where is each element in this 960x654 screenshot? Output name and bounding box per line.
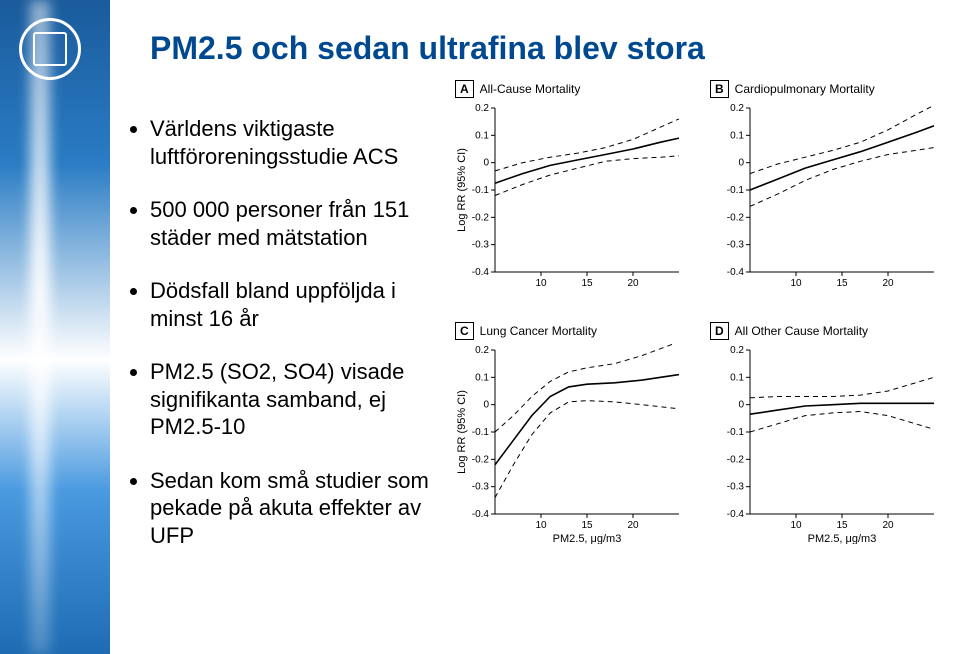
chart-svg: -0.4 -0.3 -0.2 -0.1 0 0.1 0.2 10 15 20 Log RR (95%… [455,102,685,302]
chart-panel: BCardiopulmonary Mortality-0.4-0.3-0.2-0… [710,80,945,302]
svg-text:20: 20 [627,520,639,531]
svg-text:15: 15 [581,520,593,531]
chart-panel: CLung Cancer Mortality -0.4 -0.3 -0.2 -0.1 0 0… [455,322,690,544]
svg-text:-0.3: -0.3 [472,482,490,493]
svg-text:-0.2: -0.2 [472,212,490,223]
bullet-item: Sedan kom små studier som pekade på akut… [150,467,440,550]
svg-text:Log RR (95% CI): Log RR (95% CI) [456,148,468,232]
university-logo [14,18,86,80]
svg-text:0.1: 0.1 [730,130,744,141]
chart-grid: AAll-Cause Mortality -0.4 -0.3 -0.2 -0.1 0 0.1… [455,80,945,544]
svg-text:-0.1: -0.1 [472,427,490,438]
bullet-item: Dödsfall bland uppföljda i minst 16 år [150,277,440,332]
bullet-list: Världens viktigaste luftföroreningsstudi… [130,115,440,575]
svg-text:0: 0 [483,400,489,411]
svg-text:20: 20 [627,278,639,289]
svg-text:-0.3: -0.3 [727,240,745,251]
panel-label: BCardiopulmonary Mortality [710,80,945,98]
svg-text:15: 15 [836,520,848,531]
svg-text:20: 20 [882,278,894,289]
panel-label: DAll Other Cause Mortality [710,322,945,340]
svg-text:-0.1: -0.1 [472,185,490,196]
svg-text:-0.4: -0.4 [472,509,490,520]
slide-title: PM2.5 och sedan ultrafina blev stora [150,30,705,67]
logo-ring [19,18,81,80]
svg-text:10: 10 [535,278,547,289]
svg-text:-0.4: -0.4 [727,267,745,278]
svg-text:0.2: 0.2 [475,345,489,356]
svg-text:0.2: 0.2 [475,103,489,114]
svg-text:-0.2: -0.2 [727,212,745,223]
svg-text:20: 20 [882,520,894,531]
svg-text:-0.2: -0.2 [472,454,490,465]
chart-svg: -0.4 -0.3 -0.2 -0.1 0 0.1 0.2 10 15 20 PM2.5, μg/m… [710,344,940,544]
panel-label: AAll-Cause Mortality [455,80,690,98]
svg-text:-0.2: -0.2 [727,454,745,465]
svg-text:15: 15 [581,278,593,289]
chart-panel: AAll-Cause Mortality -0.4 -0.3 -0.2 -0.1 0 0.1… [455,80,690,302]
chart-panel: DAll Other Cause Mortality-0.4-0.3-0.2-0… [710,322,945,544]
panel-label: CLung Cancer Mortality [455,322,690,340]
svg-text:10: 10 [790,278,802,289]
svg-text:0.1: 0.1 [475,130,489,141]
svg-text:0.2: 0.2 [730,103,744,114]
svg-text:0.1: 0.1 [730,372,744,383]
sidebar-gradient [0,0,110,654]
svg-text:10: 10 [535,520,547,531]
svg-text:0: 0 [738,158,744,169]
svg-text:0.1: 0.1 [475,372,489,383]
svg-text:PM2.5, μg/m3: PM2.5, μg/m3 [808,533,877,544]
svg-text:10: 10 [790,520,802,531]
svg-text:-0.3: -0.3 [472,240,490,251]
svg-text:PM2.5, μg/m3: PM2.5, μg/m3 [553,533,622,544]
svg-text:-0.1: -0.1 [727,185,745,196]
chart-svg: -0.4 -0.3 -0.2 -0.1 0 0.1 0.2 10 15 20 Log RR (95%… [455,344,685,544]
svg-text:0: 0 [483,158,489,169]
svg-text:-0.3: -0.3 [727,482,745,493]
svg-text:15: 15 [836,278,848,289]
chart-svg: -0.4 -0.3 -0.2 -0.1 0 0.1 0.2 10 15 20 [710,102,940,302]
svg-text:-0.4: -0.4 [727,509,745,520]
bullet-item: Världens viktigaste luftföroreningsstudi… [150,115,440,170]
svg-text:Log RR (95% CI): Log RR (95% CI) [456,390,468,474]
bullet-item: 500 000 personer från 151 städer med mät… [150,196,440,251]
svg-text:0.2: 0.2 [730,345,744,356]
bullet-item: PM2.5 (SO2, SO4) visade signifikanta sam… [150,358,440,441]
svg-text:-0.1: -0.1 [727,427,745,438]
svg-text:-0.4: -0.4 [472,267,490,278]
svg-text:0: 0 [738,400,744,411]
